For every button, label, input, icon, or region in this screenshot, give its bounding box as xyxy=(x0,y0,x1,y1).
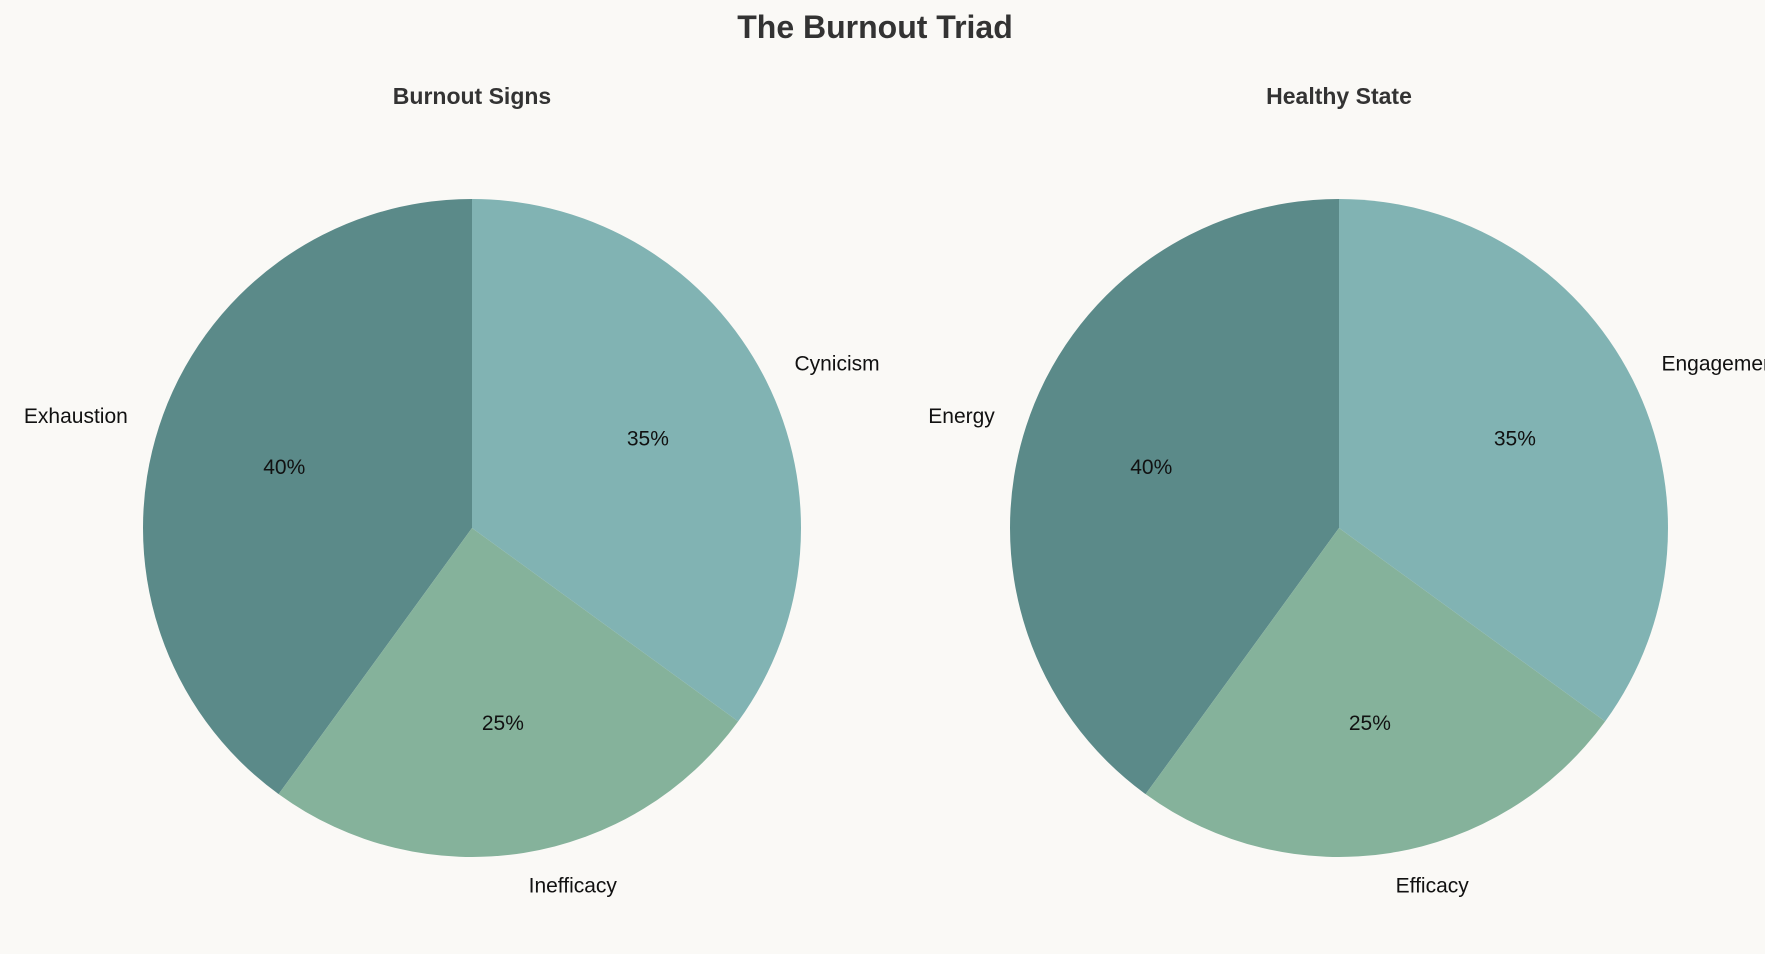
pie-slice-engagement xyxy=(1339,198,1669,722)
slice-label-engagement: Engagement xyxy=(1661,353,1765,376)
pct-label-energy: 40% xyxy=(1130,456,1172,479)
pct-label-efficacy: 25% xyxy=(1349,712,1391,735)
slice-label-energy: Energy xyxy=(928,405,995,428)
pie-title: Healthy State xyxy=(1266,83,1412,109)
pie-slice-efficacy xyxy=(1145,528,1606,857)
pct-label-cynicism: 35% xyxy=(627,427,669,450)
pie-slices xyxy=(143,198,801,857)
slice-label-cynicism: Cynicism xyxy=(794,353,879,376)
pie-chart-healthy-state: Healthy State Energy 40% Efficacy 25% Engage… xyxy=(928,83,1765,897)
pie-chart-burnout-signs: Burnout Signs Exhaustion 40% Inefficacy 25%… xyxy=(24,83,880,897)
pct-label-exhaustion: 40% xyxy=(263,456,305,479)
pie-slice-energy xyxy=(1010,199,1339,795)
pie-slices xyxy=(1010,198,1669,857)
pie-labels: Exhaustion 40% Inefficacy 25% Cynicism 35% xyxy=(24,353,880,898)
figure-title: The Burnout Triad xyxy=(737,9,1013,45)
slice-label-efficacy: Efficacy xyxy=(1396,874,1470,897)
slice-label-inefficacy: Inefficacy xyxy=(529,874,618,897)
pie-slice-inefficacy xyxy=(278,528,739,857)
pie-labels: Energy 40% Efficacy 25% Engagement 35% xyxy=(928,353,1765,898)
pct-label-engagement: 35% xyxy=(1494,427,1536,450)
pct-label-inefficacy: 25% xyxy=(482,712,524,735)
pie-title: Burnout Signs xyxy=(393,83,551,109)
pie-slice-cynicism xyxy=(472,198,801,722)
pie-slice-exhaustion xyxy=(143,199,473,795)
slice-label-exhaustion: Exhaustion xyxy=(24,405,128,428)
